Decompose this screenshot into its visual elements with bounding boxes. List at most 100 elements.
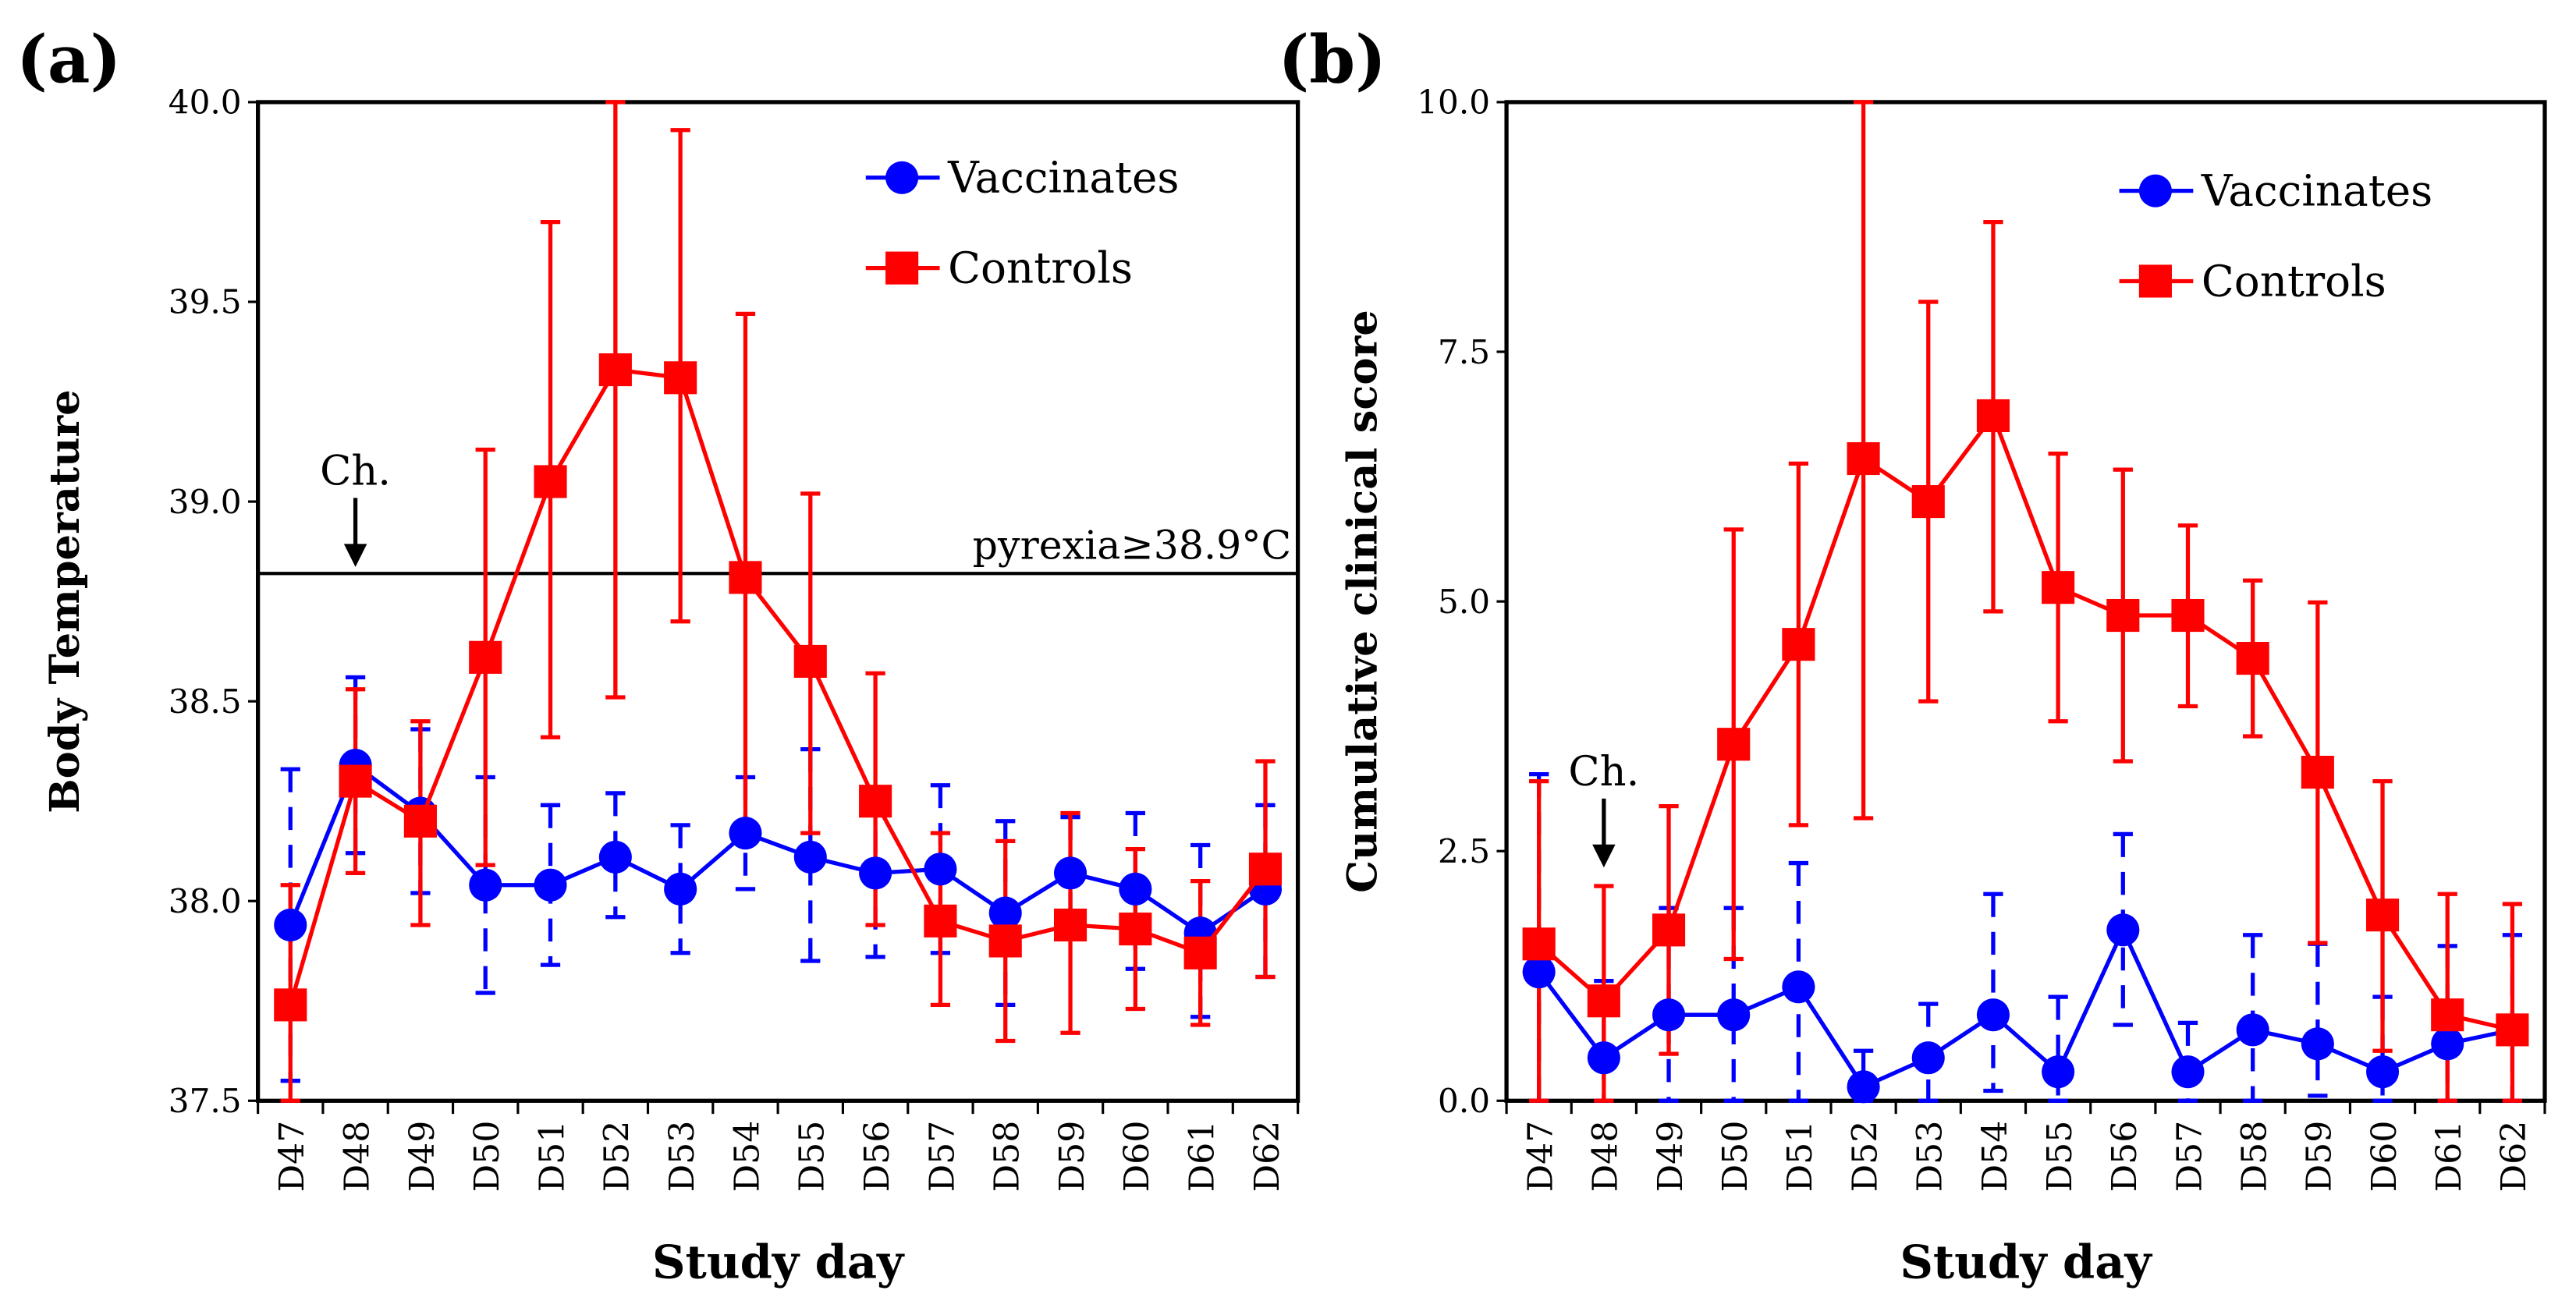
controls-point — [1248, 853, 1283, 886]
x-tick-label: D53 — [662, 1121, 702, 1193]
x-tick-label: D51 — [532, 1121, 572, 1193]
plot-frame — [255, 100, 1300, 1103]
y-tick-label: 39.5 — [169, 283, 242, 321]
x-tick-label: D54 — [1975, 1121, 2015, 1193]
plot-frame — [1504, 100, 2547, 1103]
x-tick-label: D53 — [1911, 1121, 1950, 1193]
challenge-label: Ch. — [320, 448, 391, 495]
vaccinates-point — [469, 868, 502, 902]
y-tick-label: 37.5 — [169, 1082, 242, 1120]
controls-point — [859, 785, 892, 818]
controls-point — [1652, 913, 1686, 947]
x-tick-label: D60 — [2365, 1121, 2404, 1193]
x-tick-label: D59 — [1052, 1121, 1092, 1193]
legend-label: Vaccinates — [2201, 166, 2432, 216]
vaccinates-point — [2365, 1055, 2400, 1089]
challenge-label: Ch. — [1568, 748, 1639, 796]
vaccinates-point — [1717, 998, 1751, 1032]
x-tick-label: D59 — [2300, 1121, 2340, 1193]
controls-point — [2431, 998, 2464, 1032]
x-tick-label: D62 — [2494, 1121, 2534, 1193]
controls-point — [274, 988, 307, 1022]
vaccinates-line — [288, 761, 1267, 936]
x-tick-label: D51 — [1780, 1121, 1820, 1193]
vaccinates-point — [2171, 1055, 2205, 1089]
controls-point — [403, 804, 437, 838]
pyrexia-label: pyrexia≥38.9°C — [973, 522, 1292, 568]
vaccinates-point — [1522, 955, 1556, 989]
legend-marker — [885, 161, 919, 194]
challenge-arrow-head — [1592, 844, 1616, 868]
vaccinates-point — [2301, 1027, 2334, 1061]
controls-point — [2365, 899, 2400, 932]
controls-line — [288, 367, 1268, 1006]
x-tick-label: D55 — [2040, 1121, 2080, 1193]
legend-marker — [2138, 264, 2172, 298]
vaccinates-point — [988, 896, 1022, 930]
controls-point — [1587, 984, 1620, 1018]
y-tick-label: 7.5 — [1438, 333, 1490, 371]
x-tick-label: D47 — [1521, 1121, 1561, 1193]
legend-marker — [2138, 174, 2172, 207]
vaccinates-point — [274, 908, 307, 942]
y-tick-label: 39.0 — [169, 483, 242, 521]
y-tick-label: 38.5 — [169, 682, 242, 721]
controls-point — [2171, 598, 2205, 633]
vaccinates-point — [2236, 1013, 2269, 1047]
controls-point — [729, 561, 762, 594]
x-axis-title: Study day — [1900, 1235, 2152, 1289]
controls-point — [1522, 927, 1556, 961]
controls-point — [793, 644, 827, 678]
legend-label: Controls — [948, 243, 1133, 293]
vaccinates-point — [598, 840, 632, 874]
y-tick-label: 40.0 — [169, 83, 242, 122]
controls-point — [1717, 728, 1751, 761]
controls-line — [1537, 411, 2513, 1032]
controls-point — [1183, 936, 1217, 969]
controls-point — [2042, 571, 2075, 604]
x-tick-label: D54 — [727, 1121, 767, 1193]
y-tick-label: 0.0 — [1438, 1082, 1490, 1120]
x-tick-label: D49 — [1651, 1121, 1691, 1193]
legend-marker — [885, 251, 919, 285]
controls-point — [1782, 628, 1815, 661]
controls-point — [1911, 485, 1945, 519]
controls-point — [469, 640, 502, 674]
x-tick-label: D58 — [988, 1121, 1027, 1193]
controls-point — [1976, 399, 2010, 433]
vaccinates-point — [2042, 1055, 2075, 1089]
x-axis-title: Study day — [652, 1235, 905, 1289]
y-axis-title: Body Temperature — [41, 389, 89, 813]
vaccinates-point — [664, 872, 697, 906]
x-tick-label: D57 — [922, 1121, 962, 1193]
controls-point — [664, 361, 697, 395]
controls-point — [988, 924, 1022, 958]
x-tick-label: D47 — [272, 1121, 312, 1193]
controls-point — [534, 465, 567, 498]
legend-label: Vaccinates — [947, 153, 1179, 203]
x-tick-label: D50 — [467, 1121, 507, 1193]
panel-a: (a) 37.5 38.0 38.5 39.0 39.5 40.0 D47 D48 D49 D50 D… — [16, 21, 1300, 1289]
vaccinates-point — [1652, 998, 1686, 1032]
x-tick-label: D56 — [857, 1121, 897, 1193]
vaccinates-point — [859, 856, 892, 890]
x-tick-label: D57 — [2170, 1121, 2209, 1193]
vaccinates-point — [1976, 998, 2010, 1032]
y-axis-title: Cumulative clinical score — [1339, 310, 1387, 893]
x-tick-label: D60 — [1117, 1121, 1157, 1193]
y-tick-label: 5.0 — [1438, 583, 1490, 621]
vaccinates-point — [2106, 913, 2140, 947]
controls-point — [2301, 755, 2334, 789]
vaccinates-point — [1782, 970, 1815, 1004]
x-tick-label: D48 — [1586, 1121, 1626, 1193]
vaccinates-point — [729, 817, 762, 850]
controls-point — [1847, 441, 1880, 476]
x-tick-label: D49 — [403, 1121, 442, 1193]
vaccinates-point — [1587, 1041, 1620, 1075]
vaccinates-point — [1847, 1070, 1880, 1104]
x-tick-label: D56 — [2105, 1121, 2145, 1193]
y-tick-label: 2.5 — [1438, 832, 1490, 870]
vaccinates-point — [924, 853, 957, 886]
panel-label: (b) — [1278, 21, 1386, 98]
controls-point — [1053, 908, 1088, 942]
